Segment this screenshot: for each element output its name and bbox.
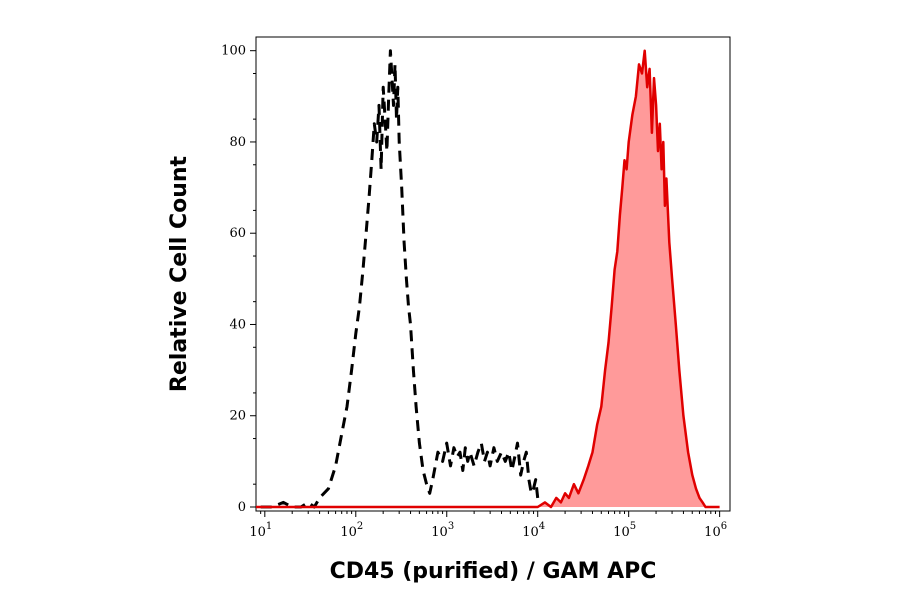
series-1-area <box>256 50 720 507</box>
plot-frame <box>255 36 731 512</box>
x-axis-label: CD45 (purified) / GAM APC <box>330 559 657 584</box>
x-axis-ticks: 101 102 103 104 105 106 <box>249 511 727 540</box>
series-layer <box>256 49 720 509</box>
x-tick-label-3: 104 <box>522 521 545 540</box>
y-tick-label-1: 20 <box>229 409 246 424</box>
y-tick-label-5: 100 <box>221 44 246 59</box>
y-tick-label-0: 0 <box>238 500 246 515</box>
y-tick-label-4: 80 <box>229 135 246 150</box>
minor-ticks <box>260 511 716 514</box>
x-tick-label-5: 106 <box>704 521 727 540</box>
y-axis-label: Relative Cell Count <box>167 155 192 392</box>
x-tick-label-0: 101 <box>249 521 272 540</box>
y-tick-label-3: 60 <box>229 226 246 241</box>
series-1-line <box>256 49 720 509</box>
y-tick-label-2: 40 <box>229 317 246 332</box>
x-tick-label-4: 105 <box>613 521 636 540</box>
x-tick-label-2: 103 <box>431 521 454 540</box>
x-tick-label-1: 102 <box>340 521 363 540</box>
y-axis-ticks: 0 20 40 60 80 100 <box>221 44 256 515</box>
series-0-line <box>260 49 540 509</box>
